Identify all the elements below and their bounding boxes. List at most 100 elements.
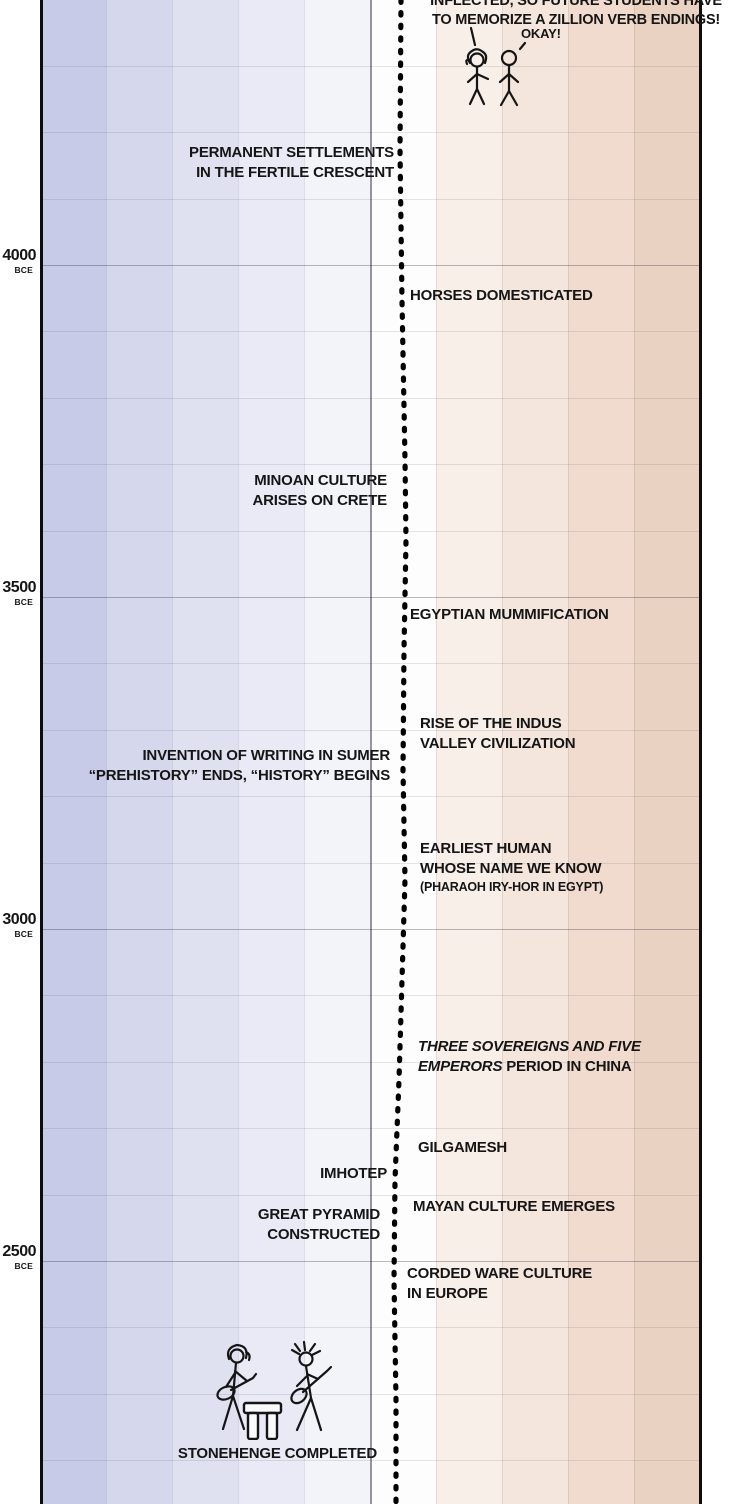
left-figure-legs [468, 87, 486, 106]
event-label-imhotep: IMHOTEP [320, 1164, 387, 1184]
v-gridline [568, 0, 569, 1504]
event-text-line: HORSES DOMESTICATED [410, 287, 593, 304]
event-text-line: MINOAN CULTURE [254, 472, 387, 489]
event-text-line: IMHOTEP [320, 1165, 387, 1182]
event-text-line: ARISES ON CRETE [252, 491, 387, 509]
left-guitar-neck [229, 1372, 258, 1392]
v-gridline [634, 0, 635, 1504]
event-text-line: VALLEY CIVILIZATION [420, 734, 576, 752]
v-gridline [436, 0, 437, 1504]
event-text-line: CORDED WARE CULTURE [407, 1265, 593, 1282]
event-text-line: PERMANENT SETTLEMENTS [189, 144, 394, 161]
h-gridline-minor [40, 65, 700, 67]
v-gridline [106, 0, 107, 1504]
left-guitarist-arms [224, 1369, 249, 1389]
event-text-line: MAYAN CULTURE EMERGES [413, 1198, 615, 1215]
event-label-stonehenge-completed: STONEHENGE COMPLETED [178, 1444, 377, 1464]
temp-band [568, 0, 634, 1504]
left-guitarist-head [229, 1348, 245, 1364]
event-text-line: EARLIEST HUMAN [420, 840, 552, 857]
h-gridline-minor [40, 862, 700, 864]
temp-band [40, 0, 106, 1504]
temp-band [172, 0, 238, 1504]
dialogue-reply: OKAY! [521, 26, 561, 41]
event-text-line: GILGAMESH [418, 1139, 508, 1156]
event-text-line: EGYPTIAN MUMMIFICATION [410, 606, 609, 623]
h-gridline-minor [40, 530, 700, 532]
event-text-line: RISE OF THE INDUS [420, 715, 562, 732]
left-figure-arms [466, 72, 490, 84]
h-gridline-minor [40, 464, 700, 466]
h-gridline-minor [40, 1194, 700, 1196]
h-gridline-minor [40, 132, 700, 134]
event-label-egyptian-mummification: EGYPTIAN MUMMIFICATION [410, 605, 609, 625]
event-text: PERIOD IN CHINA [502, 1057, 632, 1075]
event-label-mayan-culture: MAYAN CULTURE EMERGES [413, 1197, 615, 1217]
trilithon-right-upright [265, 1411, 279, 1440]
event-text-line: GREAT PYRAMID [257, 1206, 380, 1223]
event-label-fertile-crescent: PERMANENT SETTLEMENTS IN THE FERTILE CRES… [189, 143, 394, 182]
speech-tick [518, 41, 527, 51]
v-gridline [304, 0, 305, 1504]
left-figure [465, 48, 490, 106]
talking-stick-figures-illustration [465, 26, 527, 107]
event-label-gilgamesh: GILGAMESH [418, 1138, 507, 1158]
right-figure-legs [499, 89, 519, 107]
temp-band [502, 0, 568, 1504]
temp-band [436, 0, 502, 1504]
motion-line [469, 26, 477, 47]
event-text-line: IN THE FERTILE CRESCENT [196, 163, 394, 181]
h-gridline-minor [40, 1460, 700, 1462]
left-figure-head [469, 52, 485, 68]
y-axis-tick: 2500 BCE [2, 1244, 36, 1271]
h-gridline-major [40, 929, 700, 931]
h-gridline-minor [40, 331, 700, 333]
event-text-line: EMPERORS PERIOD IN CHINA [418, 1057, 641, 1077]
temp-band [238, 0, 304, 1504]
tick-era: BCE [14, 265, 33, 275]
stonehenge-trilithon [242, 1401, 283, 1440]
event-text-italic: EMPERORS [418, 1057, 503, 1075]
stonehenge-rock-band-illustration [216, 1340, 333, 1440]
y-axis-tick: 3000 BCE [2, 912, 36, 939]
tick-year: 4000 [2, 247, 36, 264]
h-gridline-major [40, 597, 700, 599]
y-axis-line [40, 0, 43, 1504]
v-gridline-zero [370, 0, 372, 1504]
temp-band [304, 0, 370, 1504]
h-gridline-minor [40, 1393, 700, 1395]
tick-era: BCE [14, 1261, 33, 1271]
v-gridline [238, 0, 239, 1504]
event-text-line: INVENTION OF WRITING IN SUMER [142, 747, 390, 764]
plot-right-border [699, 0, 702, 1504]
h-gridline-minor [40, 729, 700, 731]
tick-era: BCE [14, 929, 33, 939]
event-label-great-pyramid: GREAT PYRAMID CONSTRUCTED [258, 1205, 380, 1244]
event-text-line: (PHARAOH IRY-HOR IN EGYPT) [420, 880, 604, 894]
v-gridline [172, 0, 173, 1504]
h-gridline-minor [40, 796, 700, 798]
h-gridline-major [40, 265, 700, 267]
tick-era: BCE [14, 597, 33, 607]
event-label-minoan-culture: MINOAN CULTURE ARISES ON CRETE [252, 471, 387, 510]
h-gridline-minor [40, 663, 700, 665]
v-gridline [502, 0, 503, 1504]
event-text-line: “PREHISTORY” ENDS, “HISTORY” BEGINS [88, 766, 391, 784]
event-label-writing-in-sumer: INVENTION OF WRITING IN SUMER “PREHISTORY… [88, 746, 391, 785]
temp-band [106, 0, 172, 1504]
event-label-earliest-human-name: EARLIEST HUMAN WHOSE NAME WE KNOW (PHARAOH… [420, 839, 603, 898]
dialogue-text: INFLECTED, SO FUTURE STUDENTS HAVE TO ME… [410, 0, 740, 29]
event-text-line: STONEHENGE COMPLETED [177, 1445, 377, 1462]
right-guitarist-legs [295, 1396, 323, 1432]
event-label-indus-valley: RISE OF THE INDUS VALLEY CIVILIZATION [420, 714, 576, 753]
right-guitarist-arms [295, 1372, 320, 1388]
right-figure [498, 41, 527, 107]
right-guitarist-body [304, 1364, 313, 1400]
event-label-corded-ware: CORDED WARE CULTURE IN EUROPE [407, 1264, 592, 1303]
event-text-line: CONSTRUCTED [267, 1225, 380, 1243]
event-text-line: IN EUROPE [407, 1284, 488, 1302]
y-axis-tick: 4000 BCE [2, 248, 36, 275]
right-guitarist-head [298, 1351, 314, 1367]
